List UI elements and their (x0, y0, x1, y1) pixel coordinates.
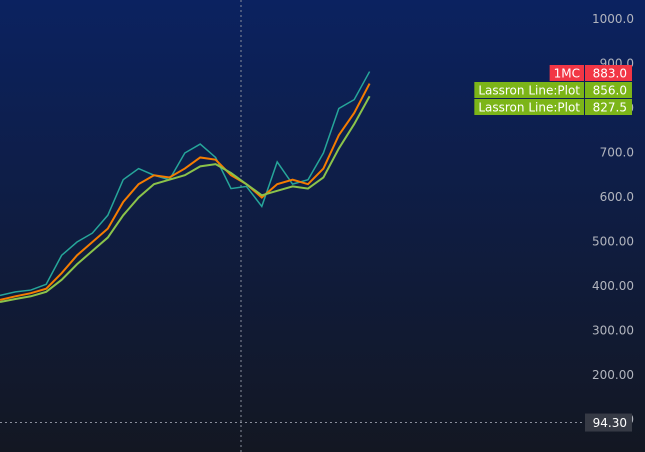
y-tick-label: 400.00 (592, 279, 634, 293)
crosshair-label-bg (585, 413, 632, 432)
series-tag-bg (549, 65, 584, 81)
y-tick-label: 1000.0 (592, 12, 634, 26)
series-tag-name: Lassron Line:Plot (478, 101, 580, 115)
series-value-bg (585, 82, 632, 98)
series-line (0, 71, 371, 297)
series-value-label: 883.0 (593, 67, 627, 81)
y-tick-label: 300.00 (592, 324, 634, 338)
y-tick-label: 600.0 (600, 190, 634, 204)
series-line (0, 95, 371, 304)
series-value-bg (585, 65, 632, 81)
series-value-label: 827.5 (593, 101, 627, 115)
series-value-bg (585, 99, 632, 115)
y-tick-label: 200.00 (592, 368, 634, 382)
series-value-label: 856.0 (593, 84, 627, 98)
series-line (0, 83, 371, 301)
y-tick-label: 500.00 (592, 235, 634, 249)
series-tag-name: 1MC (554, 67, 580, 81)
crosshair-label: 94.30 (593, 416, 627, 430)
series-tag-name: Lassron Line:Plot (478, 84, 580, 98)
series-tag-bg (474, 82, 584, 98)
series-tag-bg (474, 99, 584, 115)
y-tick-label: 700.0 (600, 146, 634, 160)
